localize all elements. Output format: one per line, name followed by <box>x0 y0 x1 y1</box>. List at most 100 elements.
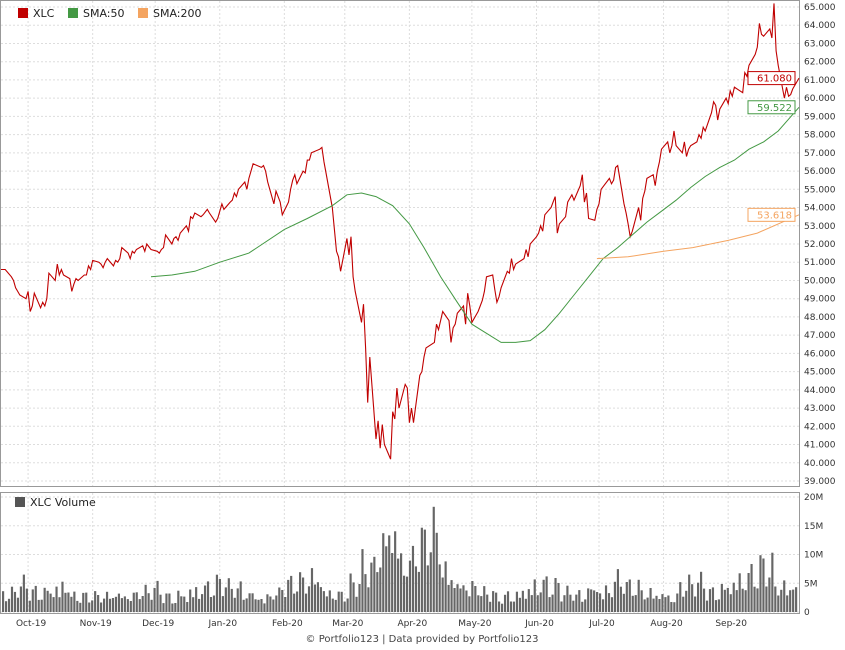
volume-bar <box>551 594 554 612</box>
volume-bar <box>334 599 337 612</box>
volume-bar <box>4 601 8 612</box>
volume-bar <box>474 586 477 612</box>
volume-bar <box>257 599 260 612</box>
volume-bar <box>753 586 756 612</box>
volume-bar <box>575 594 578 612</box>
volume-bar <box>307 586 311 612</box>
volume-bar <box>438 564 441 612</box>
volume-bar <box>349 573 352 612</box>
volume-bar <box>420 527 423 612</box>
x-axis: Oct-19 Nov-19 Dec-19 Jan-20 Feb-20 Mar-20 Apr-… <box>16 619 747 629</box>
volume-bar <box>786 595 789 612</box>
volume-bar <box>105 591 109 612</box>
price-y-tick: 50.000 <box>804 276 836 286</box>
volume-bar <box>554 578 557 612</box>
volume-bar <box>539 592 542 612</box>
volume-bar <box>97 595 100 612</box>
volume-bar <box>622 593 625 612</box>
volume-bar <box>717 599 720 612</box>
volume-bar <box>40 599 43 612</box>
volume-bar <box>364 574 367 612</box>
volume-bar <box>284 597 287 612</box>
volume-bar <box>22 574 25 612</box>
volume-bar <box>771 552 774 612</box>
volume-bar <box>296 591 299 612</box>
volume-bar <box>569 594 572 612</box>
volume-bar <box>670 602 673 612</box>
volume-y-tick: 0 <box>804 608 810 618</box>
volume-bar <box>46 590 49 612</box>
volume-bar <box>723 589 726 612</box>
volume-bar <box>159 594 162 612</box>
volume-bar <box>780 589 783 612</box>
volume-bar <box>414 566 418 612</box>
price-y-tick: 58.000 <box>804 131 836 141</box>
volume-bar <box>94 591 97 612</box>
volume-bar <box>524 598 527 612</box>
volume-bar <box>628 579 631 612</box>
volume-bar <box>581 601 584 612</box>
volume-bar <box>699 571 703 612</box>
volume-bar <box>168 593 171 612</box>
volume-bar <box>325 596 328 612</box>
volume-bar <box>355 596 358 612</box>
price-y-tick: 63.000 <box>804 39 836 49</box>
volume-bar <box>117 593 121 612</box>
volume-bar <box>361 549 364 612</box>
volume-bar <box>266 594 269 612</box>
volume-bar <box>637 579 640 612</box>
volume-bar <box>652 598 655 612</box>
volume-bar <box>593 590 596 612</box>
volume-bar <box>640 590 643 612</box>
last-value-flag: 61.080 <box>747 71 796 86</box>
volume-bar <box>2 591 5 612</box>
volume-bar <box>352 582 355 612</box>
volume-bar <box>203 585 207 612</box>
volume-bar <box>596 592 599 612</box>
volume-bar <box>150 599 153 612</box>
price-y-tick: 41.000 <box>804 441 836 451</box>
volume-bar <box>783 580 786 612</box>
volume-bar <box>76 600 79 612</box>
volume-bar <box>141 596 144 612</box>
volume-bar <box>408 560 412 612</box>
volume-y-tick: 10M <box>804 551 823 561</box>
volume-bar <box>456 584 459 612</box>
volume-bar <box>688 574 691 612</box>
series-line-sma50 <box>150 106 800 343</box>
last-value-label: 59.522 <box>757 103 792 114</box>
volume-bar <box>55 586 58 612</box>
price-y-tick: 44.000 <box>804 386 836 396</box>
volume-bar <box>634 595 637 612</box>
volume-bar <box>156 580 159 612</box>
volume-bar <box>227 578 230 612</box>
volume-bar <box>13 591 17 612</box>
volume-bar <box>411 545 415 612</box>
volume-bar <box>287 579 290 612</box>
volume-bar <box>278 587 281 612</box>
volume-bar <box>720 584 723 612</box>
x-tick: Apr-20 <box>398 619 428 629</box>
x-tick: Jan-20 <box>207 619 237 629</box>
volume-bar <box>441 577 444 612</box>
volume-bar <box>388 535 391 612</box>
volume-bar <box>492 591 495 612</box>
price-y-tick: 42.000 <box>804 422 836 432</box>
volume-bar <box>147 593 150 612</box>
volume-bar <box>518 597 521 612</box>
volume-bar <box>319 587 322 612</box>
volume-bar <box>397 558 400 612</box>
volume-bar <box>85 592 88 612</box>
volume-bar <box>245 598 248 612</box>
volume-bar <box>417 571 420 612</box>
volume-bar <box>340 591 343 612</box>
volume-bar <box>792 589 795 612</box>
volume-bar <box>708 589 712 612</box>
volume-bar <box>432 506 435 612</box>
volume-bar <box>702 588 706 612</box>
volume-bar <box>759 555 762 612</box>
volume-bar <box>477 595 480 612</box>
volume-bar <box>429 552 432 612</box>
series-line-xlc <box>1 3 800 460</box>
volume-bar <box>500 603 504 612</box>
